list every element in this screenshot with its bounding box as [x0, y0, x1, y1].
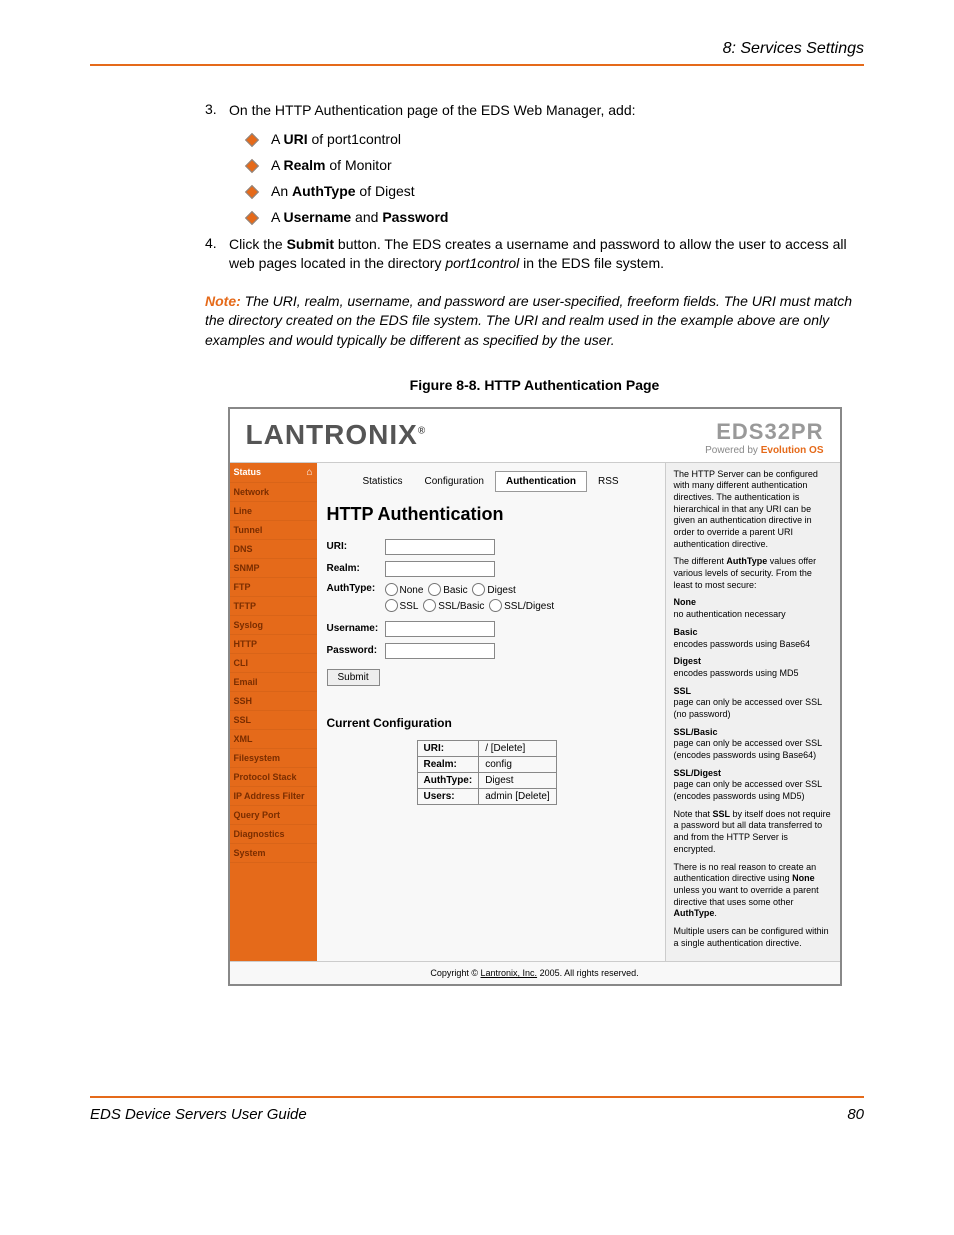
sidebar: Status⌂NetworkLineTunnelDNSSNMPFTPTFTPSy…	[230, 463, 317, 962]
tab-configuration[interactable]: Configuration	[413, 471, 494, 492]
sidebar-item[interactable]: DNS	[230, 540, 317, 559]
footer-page-number: 80	[847, 1106, 864, 1123]
sidebar-item[interactable]: Tunnel	[230, 521, 317, 540]
screenshot-figure: LANTRONIX® EDS32PR Powered by Evolution …	[228, 407, 842, 987]
tab-statistics[interactable]: Statistics	[351, 471, 413, 492]
uri-label: URI:	[327, 541, 385, 552]
sidebar-item[interactable]: SSH	[230, 692, 317, 711]
radio-basic[interactable]	[428, 583, 441, 596]
step-4: 4. Click the Submit button. The EDS crea…	[205, 235, 864, 274]
step-text: On the HTTP Authentication page of the E…	[229, 101, 864, 121]
radio-ssldigest[interactable]	[489, 599, 502, 612]
step-number: 4.	[205, 235, 229, 274]
password-label: Password:	[327, 645, 385, 656]
model-name: EDS32PR	[705, 419, 823, 445]
bullet-item: A URI of port1control	[247, 131, 864, 147]
sidebar-item[interactable]: SSL	[230, 711, 317, 730]
sidebar-item[interactable]: System	[230, 844, 317, 863]
sidebar-item[interactable]: Syslog	[230, 616, 317, 635]
authtype-label: AuthType:	[327, 583, 385, 594]
sidebar-item[interactable]: SNMP	[230, 559, 317, 578]
sidebar-item[interactable]: Diagnostics	[230, 825, 317, 844]
header-rule	[90, 64, 864, 66]
table-row: Realm:config	[417, 756, 556, 772]
diamond-icon	[245, 185, 259, 199]
sidebar-item[interactable]: Network	[230, 483, 317, 502]
bullet-item: An AuthType of Digest	[247, 183, 864, 199]
note-label: Note:	[205, 293, 241, 309]
realm-label: Realm:	[327, 563, 385, 574]
brand-logo: LANTRONIX®	[246, 419, 427, 456]
submit-button[interactable]: Submit	[327, 669, 380, 686]
config-table: URI:/ [Delete] Realm:config AuthType:Dig…	[417, 740, 557, 805]
sidebar-item[interactable]: FTP	[230, 578, 317, 597]
tagline: Powered by Evolution OS	[705, 445, 823, 456]
bullet-item: A Username and Password	[247, 209, 864, 225]
radio-ssl[interactable]	[385, 599, 398, 612]
step-3: 3. On the HTTP Authentication page of th…	[205, 101, 864, 121]
password-input[interactable]	[385, 643, 495, 659]
sidebar-item[interactable]: Line	[230, 502, 317, 521]
table-row: Users:admin [Delete]	[417, 788, 556, 804]
radio-none[interactable]	[385, 583, 398, 596]
radio-digest[interactable]	[472, 583, 485, 596]
page-title: HTTP Authentication	[327, 504, 655, 525]
step-text: Click the Submit button. The EDS creates…	[229, 235, 864, 274]
page-footer: EDS Device Servers User Guide 80	[90, 1096, 864, 1123]
sidebar-item[interactable]: HTTP	[230, 635, 317, 654]
sidebar-item[interactable]: CLI	[230, 654, 317, 673]
sidebar-item[interactable]: TFTP	[230, 597, 317, 616]
sidebar-item[interactable]: IP Address Filter	[230, 787, 317, 806]
username-label: Username:	[327, 623, 385, 634]
help-panel: The HTTP Server can be configured with m…	[665, 463, 840, 962]
screenshot-header: LANTRONIX® EDS32PR Powered by Evolution …	[230, 409, 840, 463]
uri-input[interactable]	[385, 539, 495, 555]
sidebar-item[interactable]: Query Port	[230, 806, 317, 825]
table-row: URI:/ [Delete]	[417, 740, 556, 756]
diamond-icon	[245, 133, 259, 147]
sidebar-item[interactable]: XML	[230, 730, 317, 749]
diamond-icon	[245, 159, 259, 173]
footer-guide: EDS Device Servers User Guide	[90, 1106, 307, 1123]
diamond-icon	[245, 211, 259, 225]
note: Note: The URI, realm, username, and pass…	[205, 292, 864, 351]
table-row: AuthType:Digest	[417, 772, 556, 788]
sidebar-item[interactable]: Protocol Stack	[230, 768, 317, 787]
tab-authentication[interactable]: Authentication	[495, 471, 587, 492]
sidebar-item[interactable]: Filesystem	[230, 749, 317, 768]
username-input[interactable]	[385, 621, 495, 637]
step-number: 3.	[205, 101, 229, 121]
realm-input[interactable]	[385, 561, 495, 577]
authtype-radios: None Basic Digest SSL SSL/Basic SSL/Dige…	[385, 583, 557, 615]
sidebar-item[interactable]: Email	[230, 673, 317, 692]
home-icon: ⌂	[306, 467, 312, 478]
figure-caption: Figure 8-8. HTTP Authentication Page	[205, 377, 864, 393]
bullet-item: A Realm of Monitor	[247, 157, 864, 173]
main-panel: Statistics Configuration Authentication …	[317, 463, 665, 962]
config-title: Current Configuration	[327, 716, 655, 730]
copyright: Copyright © Lantronix, Inc. 2005. All ri…	[230, 961, 840, 984]
sidebar-item[interactable]: Status⌂	[230, 463, 317, 483]
chapter-title: 8: Services Settings	[90, 40, 864, 58]
tab-bar: Statistics Configuration Authentication …	[327, 471, 655, 492]
radio-sslbasic[interactable]	[423, 599, 436, 612]
tab-rss[interactable]: RSS	[587, 471, 630, 492]
